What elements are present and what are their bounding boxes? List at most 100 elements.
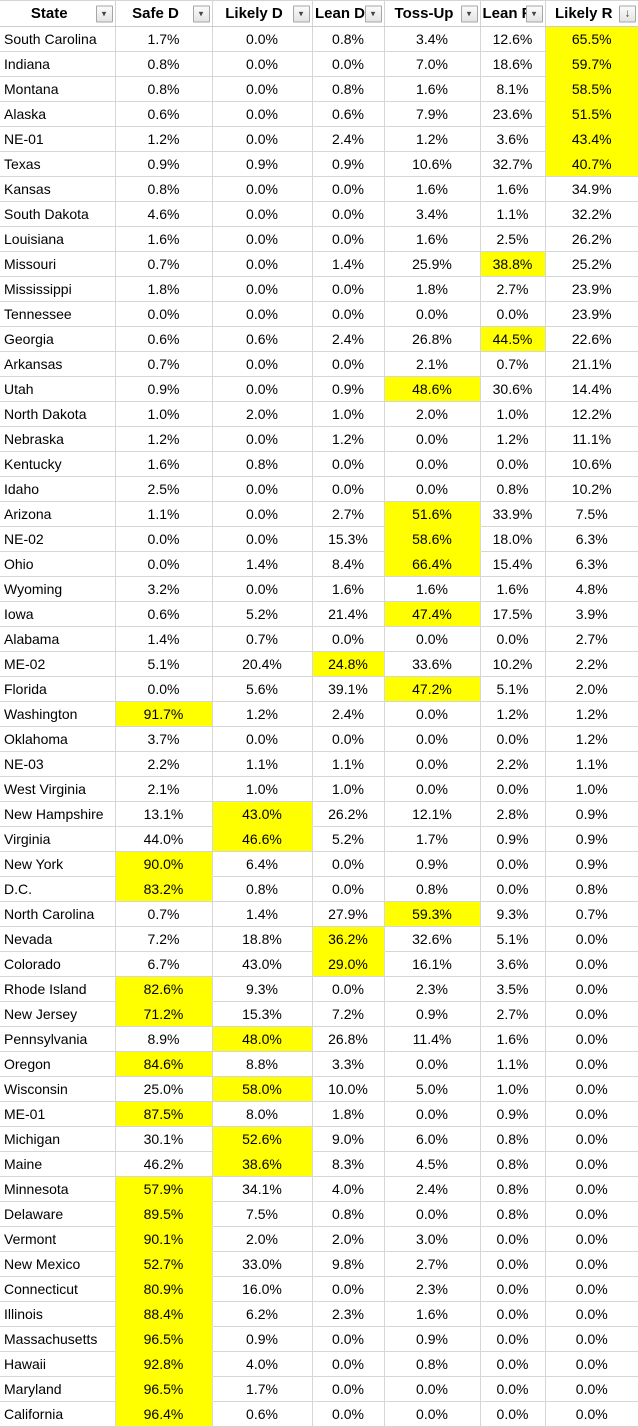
value-cell[interactable]: 0.9% (384, 851, 481, 877)
value-cell[interactable]: 0.0% (480, 1276, 546, 1302)
state-cell[interactable]: California (0, 1401, 116, 1427)
value-cell[interactable]: 0.7% (212, 626, 313, 652)
value-cell[interactable]: 2.3% (312, 1301, 385, 1327)
value-cell[interactable]: 0.9% (384, 1326, 481, 1352)
value-cell[interactable]: 0.0% (115, 526, 213, 552)
value-cell[interactable]: 8.3% (312, 1151, 385, 1177)
value-cell[interactable]: 2.8% (480, 801, 546, 827)
value-cell[interactable]: 32.7% (480, 151, 546, 177)
value-cell[interactable]: 39.1% (312, 676, 385, 702)
value-cell[interactable]: 1.0% (480, 1076, 546, 1102)
value-cell[interactable]: 3.6% (480, 126, 546, 152)
value-cell[interactable]: 0.9% (212, 1326, 313, 1352)
value-cell[interactable]: 7.5% (545, 501, 638, 527)
value-cell[interactable]: 0.0% (384, 1376, 481, 1402)
value-cell[interactable]: 6.4% (212, 851, 313, 877)
value-cell[interactable]: 3.0% (384, 1226, 481, 1252)
value-cell[interactable]: 44.0% (115, 826, 213, 852)
value-cell[interactable]: 82.6% (115, 976, 213, 1002)
value-cell[interactable]: 9.8% (312, 1251, 385, 1277)
value-cell[interactable]: 33.0% (212, 1251, 313, 1277)
value-cell[interactable]: 0.0% (212, 576, 313, 602)
value-cell[interactable]: 0.0% (545, 1376, 638, 1402)
value-cell[interactable]: 3.9% (545, 601, 638, 627)
state-cell[interactable]: Massachusetts (0, 1326, 116, 1352)
state-cell[interactable]: Mississippi (0, 276, 116, 302)
value-cell[interactable]: 0.7% (115, 351, 213, 377)
value-cell[interactable]: 0.0% (212, 426, 313, 452)
value-cell[interactable]: 0.0% (545, 976, 638, 1002)
state-cell[interactable]: Oklahoma (0, 726, 116, 752)
value-cell[interactable]: 0.0% (480, 1326, 546, 1352)
value-cell[interactable]: 26.8% (384, 326, 481, 352)
value-cell[interactable]: 0.0% (312, 976, 385, 1002)
state-cell[interactable]: NE-01 (0, 126, 116, 152)
value-cell[interactable]: 0.0% (480, 301, 546, 327)
value-cell[interactable]: 0.8% (312, 76, 385, 102)
value-cell[interactable]: 0.8% (480, 1176, 546, 1202)
value-cell[interactable]: 96.4% (115, 1401, 213, 1427)
state-cell[interactable]: North Dakota (0, 401, 116, 427)
value-cell[interactable]: 6.3% (545, 551, 638, 577)
state-cell[interactable]: Illinois (0, 1301, 116, 1327)
value-cell[interactable]: 8.0% (212, 1101, 313, 1127)
value-cell[interactable]: 6.3% (545, 526, 638, 552)
state-cell[interactable]: Minnesota (0, 1176, 116, 1202)
value-cell[interactable]: 34.1% (212, 1176, 313, 1202)
value-cell[interactable]: 0.0% (212, 476, 313, 502)
value-cell[interactable]: 4.8% (545, 576, 638, 602)
value-cell[interactable]: 0.0% (384, 1201, 481, 1227)
value-cell[interactable]: 0.0% (545, 1001, 638, 1027)
value-cell[interactable]: 0.0% (312, 726, 385, 752)
value-cell[interactable]: 1.1% (212, 751, 313, 777)
value-cell[interactable]: 84.6% (115, 1051, 213, 1077)
value-cell[interactable]: 88.4% (115, 1301, 213, 1327)
value-cell[interactable]: 3.5% (480, 976, 546, 1002)
value-cell[interactable]: 0.0% (212, 526, 313, 552)
value-cell[interactable]: 1.0% (312, 776, 385, 802)
value-cell[interactable]: 1.2% (115, 126, 213, 152)
value-cell[interactable]: 0.9% (115, 151, 213, 177)
safe-d-filter-button[interactable]: ▾ (192, 5, 210, 22)
state-cell[interactable]: Hawaii (0, 1351, 116, 1377)
value-cell[interactable]: 0.0% (545, 1251, 638, 1277)
state-cell[interactable]: Pennsylvania (0, 1026, 116, 1052)
value-cell[interactable]: 8.8% (212, 1051, 313, 1077)
value-cell[interactable]: 2.4% (384, 1176, 481, 1202)
value-cell[interactable]: 65.5% (545, 26, 638, 52)
value-cell[interactable]: 0.0% (545, 1176, 638, 1202)
value-cell[interactable]: 0.9% (545, 851, 638, 877)
value-cell[interactable]: 0.8% (384, 1351, 481, 1377)
value-cell[interactable]: 48.6% (384, 376, 481, 402)
value-cell[interactable]: 0.0% (480, 1376, 546, 1402)
state-cell[interactable]: Indiana (0, 51, 116, 77)
value-cell[interactable]: 9.0% (312, 1126, 385, 1152)
value-cell[interactable]: 1.4% (212, 551, 313, 577)
value-cell[interactable]: 4.0% (312, 1176, 385, 1202)
value-cell[interactable]: 0.8% (480, 1151, 546, 1177)
state-cell[interactable]: New York (0, 851, 116, 877)
value-cell[interactable]: 7.5% (212, 1201, 313, 1227)
value-cell[interactable]: 32.2% (545, 201, 638, 227)
value-cell[interactable]: 58.6% (384, 526, 481, 552)
value-cell[interactable]: 0.0% (312, 851, 385, 877)
value-cell[interactable]: 1.6% (480, 1026, 546, 1052)
value-cell[interactable]: 0.9% (115, 376, 213, 402)
state-cell[interactable]: Kansas (0, 176, 116, 202)
value-cell[interactable]: 0.0% (384, 776, 481, 802)
value-cell[interactable]: 38.6% (212, 1151, 313, 1177)
value-cell[interactable]: 1.2% (212, 701, 313, 727)
value-cell[interactable]: 48.0% (212, 1026, 313, 1052)
value-cell[interactable]: 1.8% (384, 276, 481, 302)
value-cell[interactable]: 23.6% (480, 101, 546, 127)
value-cell[interactable]: 46.6% (212, 826, 313, 852)
value-cell[interactable]: 29.0% (312, 951, 385, 977)
state-cell[interactable]: Florida (0, 676, 116, 702)
value-cell[interactable]: 0.0% (212, 376, 313, 402)
value-cell[interactable]: 1.6% (384, 576, 481, 602)
value-cell[interactable]: 1.4% (312, 251, 385, 277)
state-cell[interactable]: Ohio (0, 551, 116, 577)
value-cell[interactable]: 15.4% (480, 551, 546, 577)
value-cell[interactable]: 0.0% (545, 1226, 638, 1252)
value-cell[interactable]: 0.0% (480, 1251, 546, 1277)
